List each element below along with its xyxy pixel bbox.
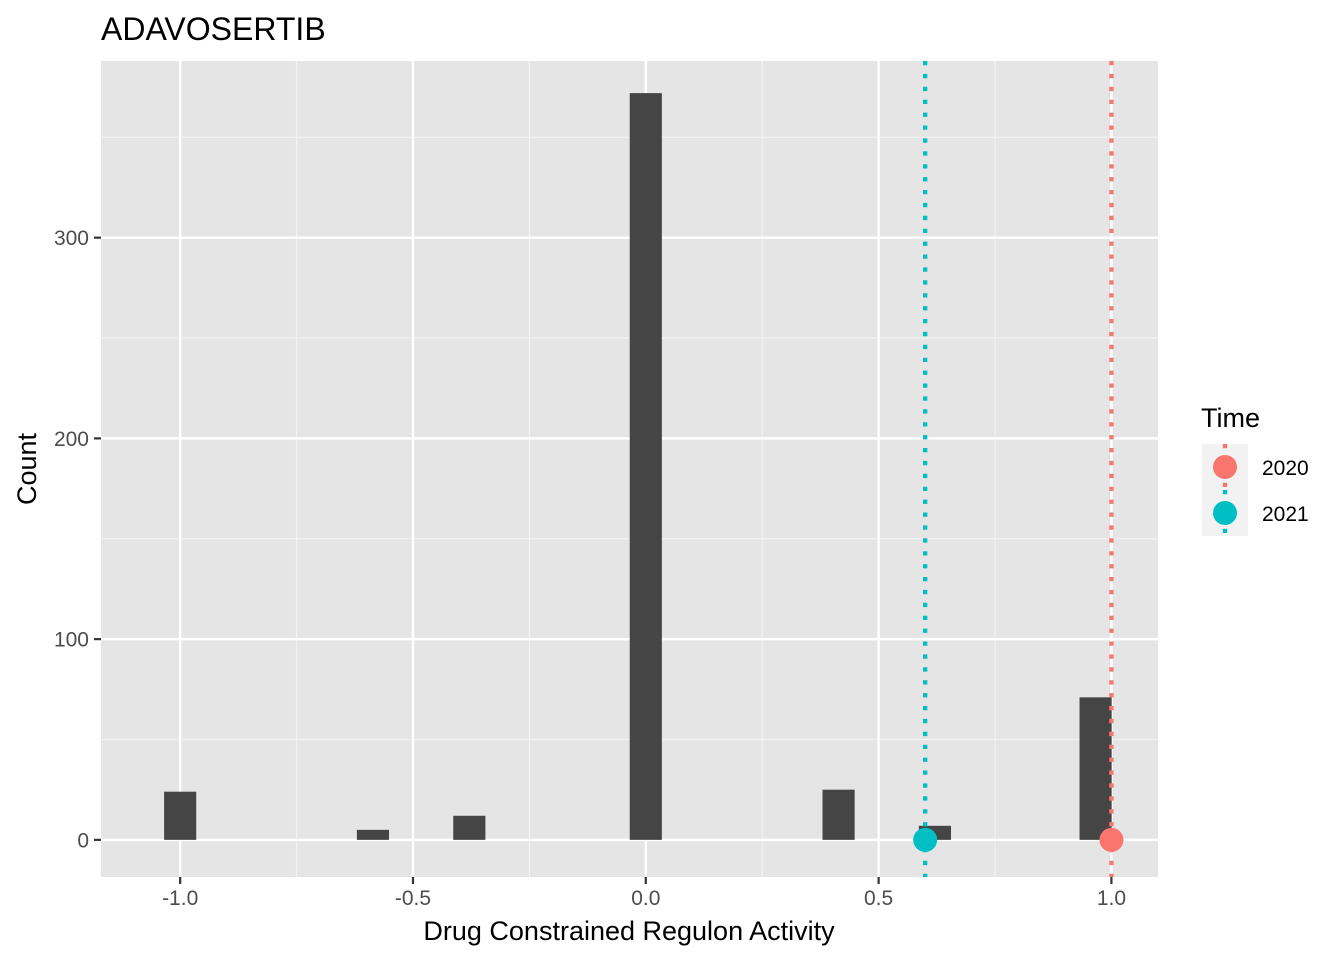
- histogram-bars: [164, 93, 1112, 840]
- x-tick-label: -0.5: [395, 887, 431, 910]
- histogram-bar: [822, 789, 855, 840]
- x-tick-label: 0.0: [631, 887, 660, 910]
- histogram-bar: [164, 791, 197, 840]
- panel-background: [101, 61, 1158, 877]
- histogram-bar: [356, 829, 389, 840]
- chart-title: ADAVOSERTIB: [101, 11, 326, 47]
- data-points: [913, 827, 1124, 852]
- y-tick-label: 0: [77, 829, 89, 852]
- y-tick-label: 100: [54, 629, 89, 652]
- histogram-bar: [1079, 697, 1112, 840]
- y-tick-label: 200: [54, 428, 89, 451]
- y-axis-ticks: 0 100 200 300: [54, 227, 101, 852]
- y-axis-title: Count: [12, 432, 42, 505]
- x-axis-title: Drug Constrained Regulon Activity: [423, 916, 835, 946]
- x-tick-label: 1.0: [1097, 887, 1126, 910]
- legend-point-2020: [1213, 455, 1237, 479]
- data-point-2021: [913, 827, 938, 852]
- x-tick-label: -1.0: [162, 887, 198, 910]
- minor-gridlines: [101, 61, 1158, 877]
- x-axis-ticks: -1.0 -0.5 0.0 0.5 1.0: [162, 877, 1126, 910]
- legend-label-2021: 2021: [1262, 503, 1309, 526]
- histogram-bar: [453, 815, 486, 840]
- legend-label-2020: 2020: [1262, 457, 1309, 480]
- y-tick-label: 300: [54, 227, 89, 250]
- legend-point-2021: [1213, 501, 1237, 525]
- legend: Time 2020 2021: [1201, 403, 1309, 536]
- x-tick-label: 0.5: [864, 887, 893, 910]
- histogram-bar: [629, 93, 662, 840]
- data-point-2020: [1099, 827, 1124, 852]
- legend-title: Time: [1201, 403, 1260, 433]
